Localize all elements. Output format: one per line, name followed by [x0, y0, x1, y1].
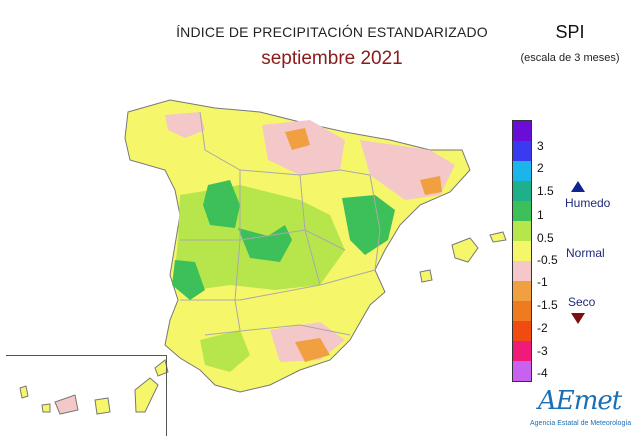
canary-fuerteventura — [134, 377, 159, 413]
legend-tick-neg-1: -1 — [537, 275, 548, 289]
balearic-menorca — [489, 231, 507, 243]
legend-swatch-12 — [513, 341, 531, 361]
canary-gomera — [41, 403, 51, 413]
index-name: SPI — [555, 22, 585, 42]
legend-tick-neg-0-5: -0.5 — [537, 253, 558, 267]
map-subtitle-date: septiembre 2021 — [261, 48, 403, 69]
zone-light-green-southwest — [200, 330, 250, 372]
zone-green-southwest — [172, 260, 205, 300]
canary-la-palma — [19, 385, 29, 399]
canary-tenerife — [54, 394, 79, 415]
legend-tick-1-5: 1.5 — [537, 184, 554, 198]
legend-tick-1: 1 — [537, 208, 544, 222]
legend-tick-neg-3: -3 — [537, 344, 548, 358]
dry-triangle-icon — [571, 313, 585, 324]
legend-tick-neg-4: -4 — [537, 366, 548, 380]
canary-inset-frame — [6, 355, 167, 436]
legend-swatch-5 — [513, 201, 531, 221]
legend-swatch-4 — [513, 181, 531, 201]
canary-lanzarote — [154, 359, 169, 377]
category-wet: Humedo — [565, 196, 611, 210]
zone-pink-northwest — [165, 112, 205, 138]
legend-swatch-10 — [513, 301, 531, 321]
category-dry: Seco — [568, 295, 596, 309]
legend-swatch-8 — [513, 261, 531, 281]
aemet-logo-subtitle: Agencia Estatal de Meteorología — [530, 420, 632, 427]
zone-green-north-center — [203, 180, 240, 228]
legend-swatch-1 — [513, 121, 531, 141]
index-scale: (escala de 3 meses) — [520, 52, 620, 64]
zone-orange-northeast — [420, 176, 442, 195]
legend-tick-neg-2: -2 — [537, 321, 548, 335]
legend-swatch-13 — [513, 361, 531, 381]
legend-tick-3: 3 — [537, 139, 544, 153]
zone-orange-southeast — [295, 338, 330, 362]
map-title: ÍNDICE DE PRECIPITACIÓN ESTANDARIZADO — [176, 24, 488, 40]
aemet-logo-text: AEmet — [538, 386, 622, 416]
aemet-logo: AEmet Agencia Estatal de Meteorología — [530, 386, 635, 434]
legend-tick-neg-1-5: -1.5 — [537, 298, 558, 312]
balearic-ibiza — [419, 269, 433, 283]
legend-swatch-11 — [513, 321, 531, 341]
legend-tick-2: 2 — [537, 161, 544, 175]
legend-swatch-7 — [513, 241, 531, 261]
category-normal: Normal — [566, 246, 605, 260]
balearic-mallorca — [451, 237, 479, 263]
legend-tick-0-5: 0.5 — [537, 231, 554, 245]
zone-pink-north — [262, 120, 345, 175]
legend-swatch-9 — [513, 281, 531, 301]
wet-triangle-icon — [571, 181, 585, 192]
spi-legend-bar — [512, 120, 532, 382]
zone-green-east — [342, 195, 395, 255]
canary-gran-canaria — [94, 397, 111, 415]
legend-swatch-6 — [513, 221, 531, 241]
legend-swatch-3 — [513, 161, 531, 181]
zone-orange-north — [285, 128, 310, 150]
legend-swatch-2 — [513, 141, 531, 161]
region-boundaries — [180, 111, 381, 336]
